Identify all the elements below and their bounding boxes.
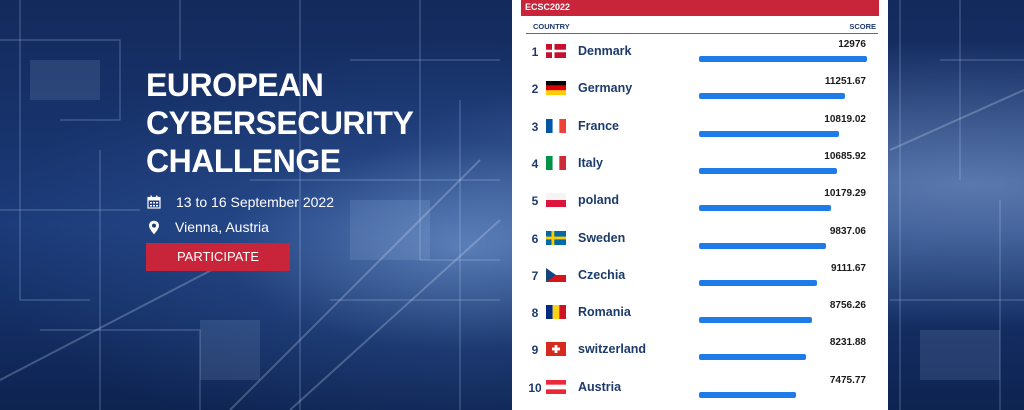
- header-divider: [526, 33, 878, 34]
- rank-number: 10: [528, 380, 542, 395]
- flag-romania-icon: [546, 305, 566, 320]
- event-location-row: Vienna, Austria: [146, 219, 486, 235]
- table-row: 4 Italy 10685.92: [512, 147, 888, 184]
- rank-number: 8: [531, 306, 539, 321]
- flag-czechia-icon: [546, 267, 566, 282]
- score-value: 8756.26: [829, 300, 866, 312]
- flag-poland-icon: [546, 193, 566, 208]
- country-name: Sweden: [578, 230, 626, 245]
- score-bar-fill: [699, 93, 845, 100]
- rank-number: 3: [531, 119, 539, 134]
- score-bar: [699, 354, 867, 361]
- flag-austria-icon: [546, 379, 566, 394]
- event-title-line: CHALLENGE: [146, 143, 341, 179]
- score-value: 11251.67: [824, 76, 866, 88]
- table-row: 6 Sweden 9837.06: [512, 222, 888, 259]
- event-title-line: EUROPEAN: [146, 67, 324, 103]
- rank-number: 2: [531, 82, 539, 97]
- rank-number: 7: [531, 268, 539, 283]
- score-value: 9837.06: [829, 225, 866, 237]
- flag-germany-icon: [546, 81, 566, 96]
- country-name: Germany: [578, 81, 633, 96]
- score-value: 9111.67: [830, 262, 866, 274]
- event-date: 13 to 16 September 2022: [176, 194, 335, 210]
- score-bar-fill: [699, 56, 867, 62]
- score-bar: [699, 56, 867, 62]
- calendar-icon: [146, 194, 162, 210]
- score-bar: [699, 93, 867, 100]
- location-pin-icon: [146, 219, 162, 235]
- rank-number: 1: [531, 45, 539, 59]
- flag-switzerland-icon: [546, 342, 566, 357]
- table-row: 10 Austria 7475.77: [512, 371, 888, 408]
- event-hero: EUROPEAN CYBERSECURITY CHALLENGE 13 to 1…: [146, 66, 486, 271]
- country-name: switzerland: [578, 342, 647, 357]
- country-name: Denmark: [578, 44, 632, 58]
- score-value: 10179.29: [824, 188, 866, 200]
- score-value: 7475.77: [829, 374, 866, 386]
- flag-italy-icon: [546, 155, 566, 170]
- score-value: 12976: [838, 39, 866, 50]
- rank-number: 9: [531, 343, 539, 358]
- score-bar: [699, 242, 867, 249]
- score-bar-fill: [699, 354, 806, 361]
- score-bar: [699, 279, 867, 286]
- country-name: Italy: [578, 155, 604, 170]
- score-bar: [699, 167, 867, 174]
- column-header-score: SCORE: [849, 22, 876, 31]
- country-name: Czechia: [578, 267, 626, 282]
- score-bar-fill: [699, 279, 817, 286]
- score-value: 10685.92: [824, 150, 866, 162]
- score-bar-fill: [699, 317, 813, 324]
- score-bar: [699, 130, 867, 137]
- country-name: Austria: [578, 379, 622, 394]
- score-bar-fill: [699, 242, 827, 249]
- event-location: Vienna, Austria: [175, 219, 269, 235]
- column-header-country: COUNTRY: [533, 22, 570, 31]
- event-title-line: CYBERSECURITY: [146, 105, 414, 141]
- rank-number: 6: [531, 231, 539, 246]
- table-row: 8 Romania 8756.26: [512, 296, 888, 333]
- table-row: 2 Germany 11251.67: [512, 72, 888, 109]
- flag-france-icon: [546, 118, 566, 133]
- flag-denmark-icon: [546, 44, 566, 58]
- leaderboard-column-headers: COUNTRY SCORE: [521, 22, 876, 34]
- score-bar-fill: [699, 130, 840, 137]
- table-row: 5 poland 10179.29: [512, 184, 888, 221]
- event-date-row: 13 to 16 September 2022: [146, 194, 486, 210]
- score-bar: [699, 391, 867, 398]
- country-name: Romania: [578, 305, 631, 320]
- table-row: 1 Denmark 12976: [512, 35, 888, 72]
- country-name: poland: [578, 193, 619, 208]
- score-bar-fill: [699, 391, 796, 398]
- country-name: France: [578, 118, 619, 133]
- score-value: 8231.88: [829, 337, 866, 349]
- table-row: 7 Czechia 9111.67: [512, 259, 888, 296]
- flag-sweden-icon: [546, 230, 566, 245]
- score-bar: [699, 317, 867, 324]
- event-title: EUROPEAN CYBERSECURITY CHALLENGE: [146, 66, 486, 180]
- rank-number: 5: [531, 194, 539, 209]
- table-row: 3 France 10819.02: [512, 110, 888, 147]
- score-bar-fill: [699, 205, 831, 212]
- score-value: 10819.02: [824, 113, 866, 125]
- score-bar: [699, 205, 867, 212]
- score-bar-fill: [699, 167, 838, 174]
- rank-number: 4: [531, 156, 539, 171]
- participate-button[interactable]: PARTICIPATE: [146, 243, 290, 271]
- leaderboard-panel: ECSC2022 COUNTRY SCORE 1 Denmark 12976 2 Ger…: [512, 0, 888, 410]
- leaderboard-header: ECSC2022: [521, 0, 879, 16]
- table-row: 9 switzerland 8231.88: [512, 333, 888, 370]
